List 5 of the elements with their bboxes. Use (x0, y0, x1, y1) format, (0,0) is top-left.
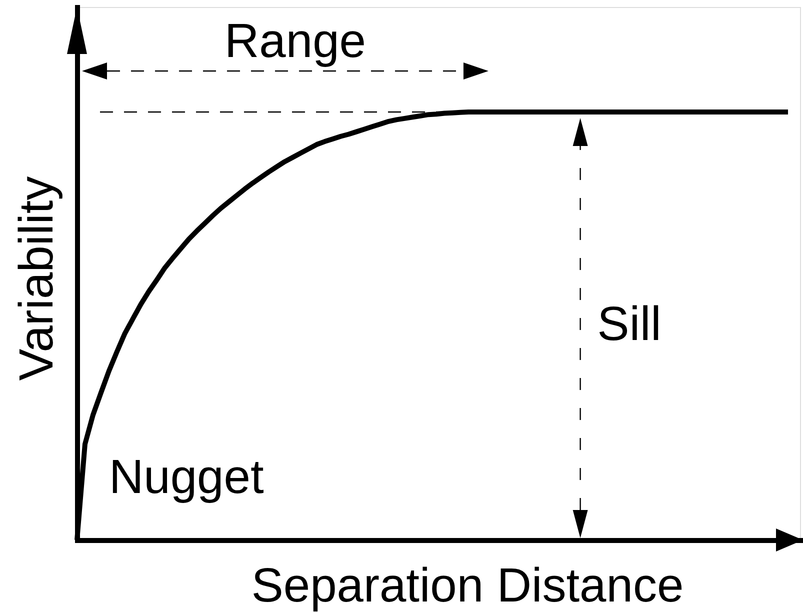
y-axis-title: Variability (10, 176, 64, 381)
annotation: Sill (597, 298, 662, 351)
x-axis-title: Separation Distance (251, 560, 684, 612)
annotation: Nugget (109, 451, 264, 504)
text: Range (224, 15, 366, 68)
